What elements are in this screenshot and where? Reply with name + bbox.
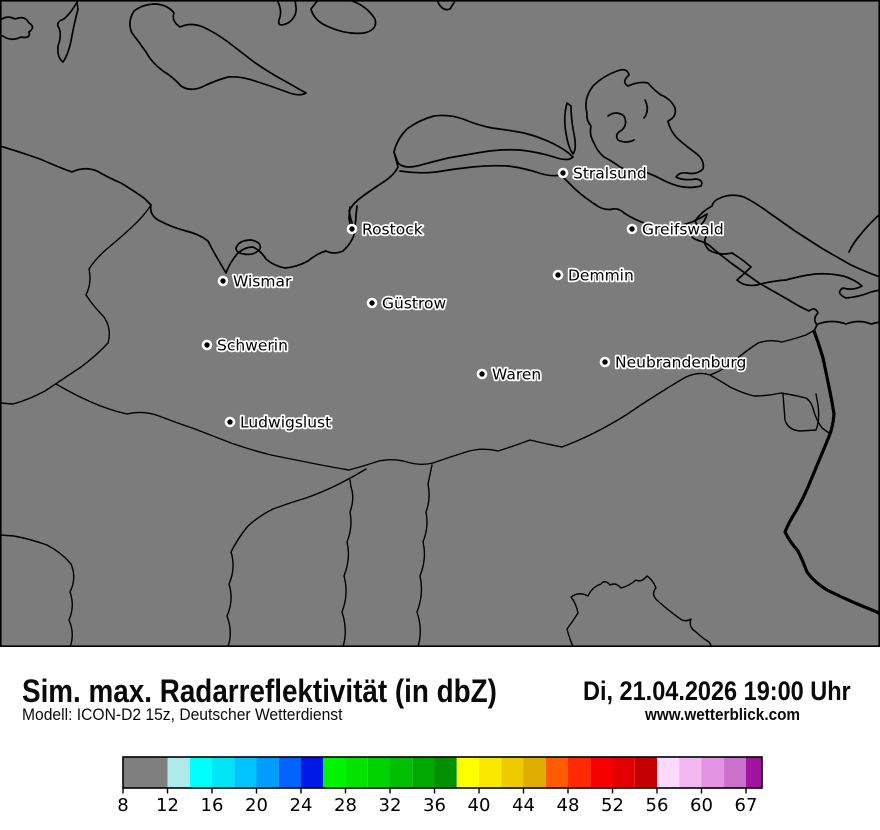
map-frame xyxy=(0,0,880,647)
legend-cell xyxy=(545,757,568,788)
city-marker: Wismar xyxy=(217,271,294,292)
city-dot xyxy=(366,297,378,309)
legend-tick-label: 20 xyxy=(245,795,268,816)
website-url: www.wetterblick.com xyxy=(645,705,801,724)
legend-frame xyxy=(122,756,763,789)
legend-cell xyxy=(501,757,524,788)
city-marker: Neubrandenburg xyxy=(599,352,748,373)
city-marker: Güstrow xyxy=(366,293,448,314)
legend-tick-label: 56 xyxy=(646,795,669,816)
city-markers: Stralsund Rostock Greifswald Wismar Demmin Gü… xyxy=(201,163,748,433)
city-label: Demmin xyxy=(568,267,634,285)
ruegen-island-coastline xyxy=(563,68,705,189)
legend-tick-label: 40 xyxy=(468,795,491,816)
map-background xyxy=(0,0,880,647)
legend-cell xyxy=(723,757,746,788)
legend-cell xyxy=(434,757,457,788)
city-marker: Waren xyxy=(476,364,543,385)
city-marker: Rostock xyxy=(346,219,424,240)
legend-cell xyxy=(523,757,546,788)
state-borders xyxy=(0,204,830,647)
legend-tick-label: 67 xyxy=(735,795,758,816)
city-dot xyxy=(552,269,564,281)
legend-tick-marks xyxy=(122,788,747,794)
page-title: Sim. max. Radarreflektivität (in dbZ) xyxy=(22,673,497,709)
legend-tick-label: 60 xyxy=(690,795,713,816)
city-label: Güstrow xyxy=(382,295,447,313)
legend-cell xyxy=(479,757,502,788)
city-label: Stralsund xyxy=(573,165,647,183)
legend-tick-label: 8 xyxy=(117,795,128,816)
city-dot xyxy=(346,223,358,235)
city-label: Rostock xyxy=(362,221,423,239)
legend-cell xyxy=(212,757,235,788)
city-marker: Greifswald xyxy=(626,219,725,240)
city-label: Neubrandenburg xyxy=(615,354,746,372)
city-dot xyxy=(476,368,488,380)
legend-cell xyxy=(278,757,301,788)
legend-cell xyxy=(612,757,635,788)
legend-cell xyxy=(234,757,257,788)
model-info: Modell: ICON-D2 15z, Deutscher Wetterdie… xyxy=(22,705,343,724)
legend-cell xyxy=(167,757,190,788)
city-dot xyxy=(201,339,213,351)
legend-cell xyxy=(323,757,346,788)
city-marker: Ludwigslust xyxy=(224,412,333,433)
danish-islands-coastline xyxy=(0,0,456,96)
legend-tick-label: 48 xyxy=(557,795,580,816)
legend-tick-label: 52 xyxy=(601,795,624,816)
city-label: Schwerin xyxy=(217,337,288,355)
color-scale-legend: 8 12 16 20 24 28 32 36 40 44 48 52 56 60 67 xyxy=(117,756,763,816)
city-label: Waren xyxy=(492,366,541,384)
legend-cell xyxy=(701,757,724,788)
legend-cell xyxy=(590,757,613,788)
legend-cell xyxy=(456,757,479,788)
legend-cell xyxy=(256,757,279,788)
city-label: Ludwigslust xyxy=(240,414,331,432)
legend-cell xyxy=(189,757,212,788)
poland-border xyxy=(783,329,880,616)
legend-tick-label: 44 xyxy=(512,795,535,816)
city-dot xyxy=(557,167,569,179)
legend-cell xyxy=(367,757,390,788)
legend-cell xyxy=(568,757,591,788)
legend-tick-label: 12 xyxy=(156,795,179,816)
legend-tick-labels: 8 12 16 20 24 28 32 36 40 44 48 52 56 60 67 xyxy=(117,795,757,816)
city-marker: Demmin xyxy=(552,265,636,286)
city-dot xyxy=(626,223,638,235)
legend-cell xyxy=(390,757,413,788)
legend-color-cells xyxy=(123,757,762,788)
city-label: Greifswald xyxy=(642,221,724,239)
legend-tick-label: 28 xyxy=(334,795,357,816)
forecast-datetime: Di, 21.04.2026 19:00 Uhr xyxy=(583,676,851,706)
legend-tick-label: 32 xyxy=(379,795,402,816)
city-marker: Stralsund xyxy=(557,163,648,184)
city-dot xyxy=(217,275,229,287)
city-label: Wismar xyxy=(233,273,292,291)
legend-tick-label: 16 xyxy=(201,795,224,816)
legend-tick-label: 24 xyxy=(290,795,313,816)
radar-map: Stralsund Rostock Greifswald Wismar Demmin Gü… xyxy=(0,0,880,647)
legend-cell xyxy=(657,757,680,788)
legend-cell xyxy=(412,757,435,788)
legend-tick-label: 36 xyxy=(423,795,446,816)
city-dot xyxy=(599,356,611,368)
city-dot xyxy=(224,416,236,428)
legend-cell xyxy=(679,757,702,788)
legend-cell xyxy=(345,757,368,788)
legend-cell xyxy=(123,757,168,788)
legend-cell xyxy=(634,757,657,788)
legend-cell xyxy=(301,757,324,788)
legend-cell xyxy=(746,757,762,788)
city-marker: Schwerin xyxy=(201,335,290,356)
